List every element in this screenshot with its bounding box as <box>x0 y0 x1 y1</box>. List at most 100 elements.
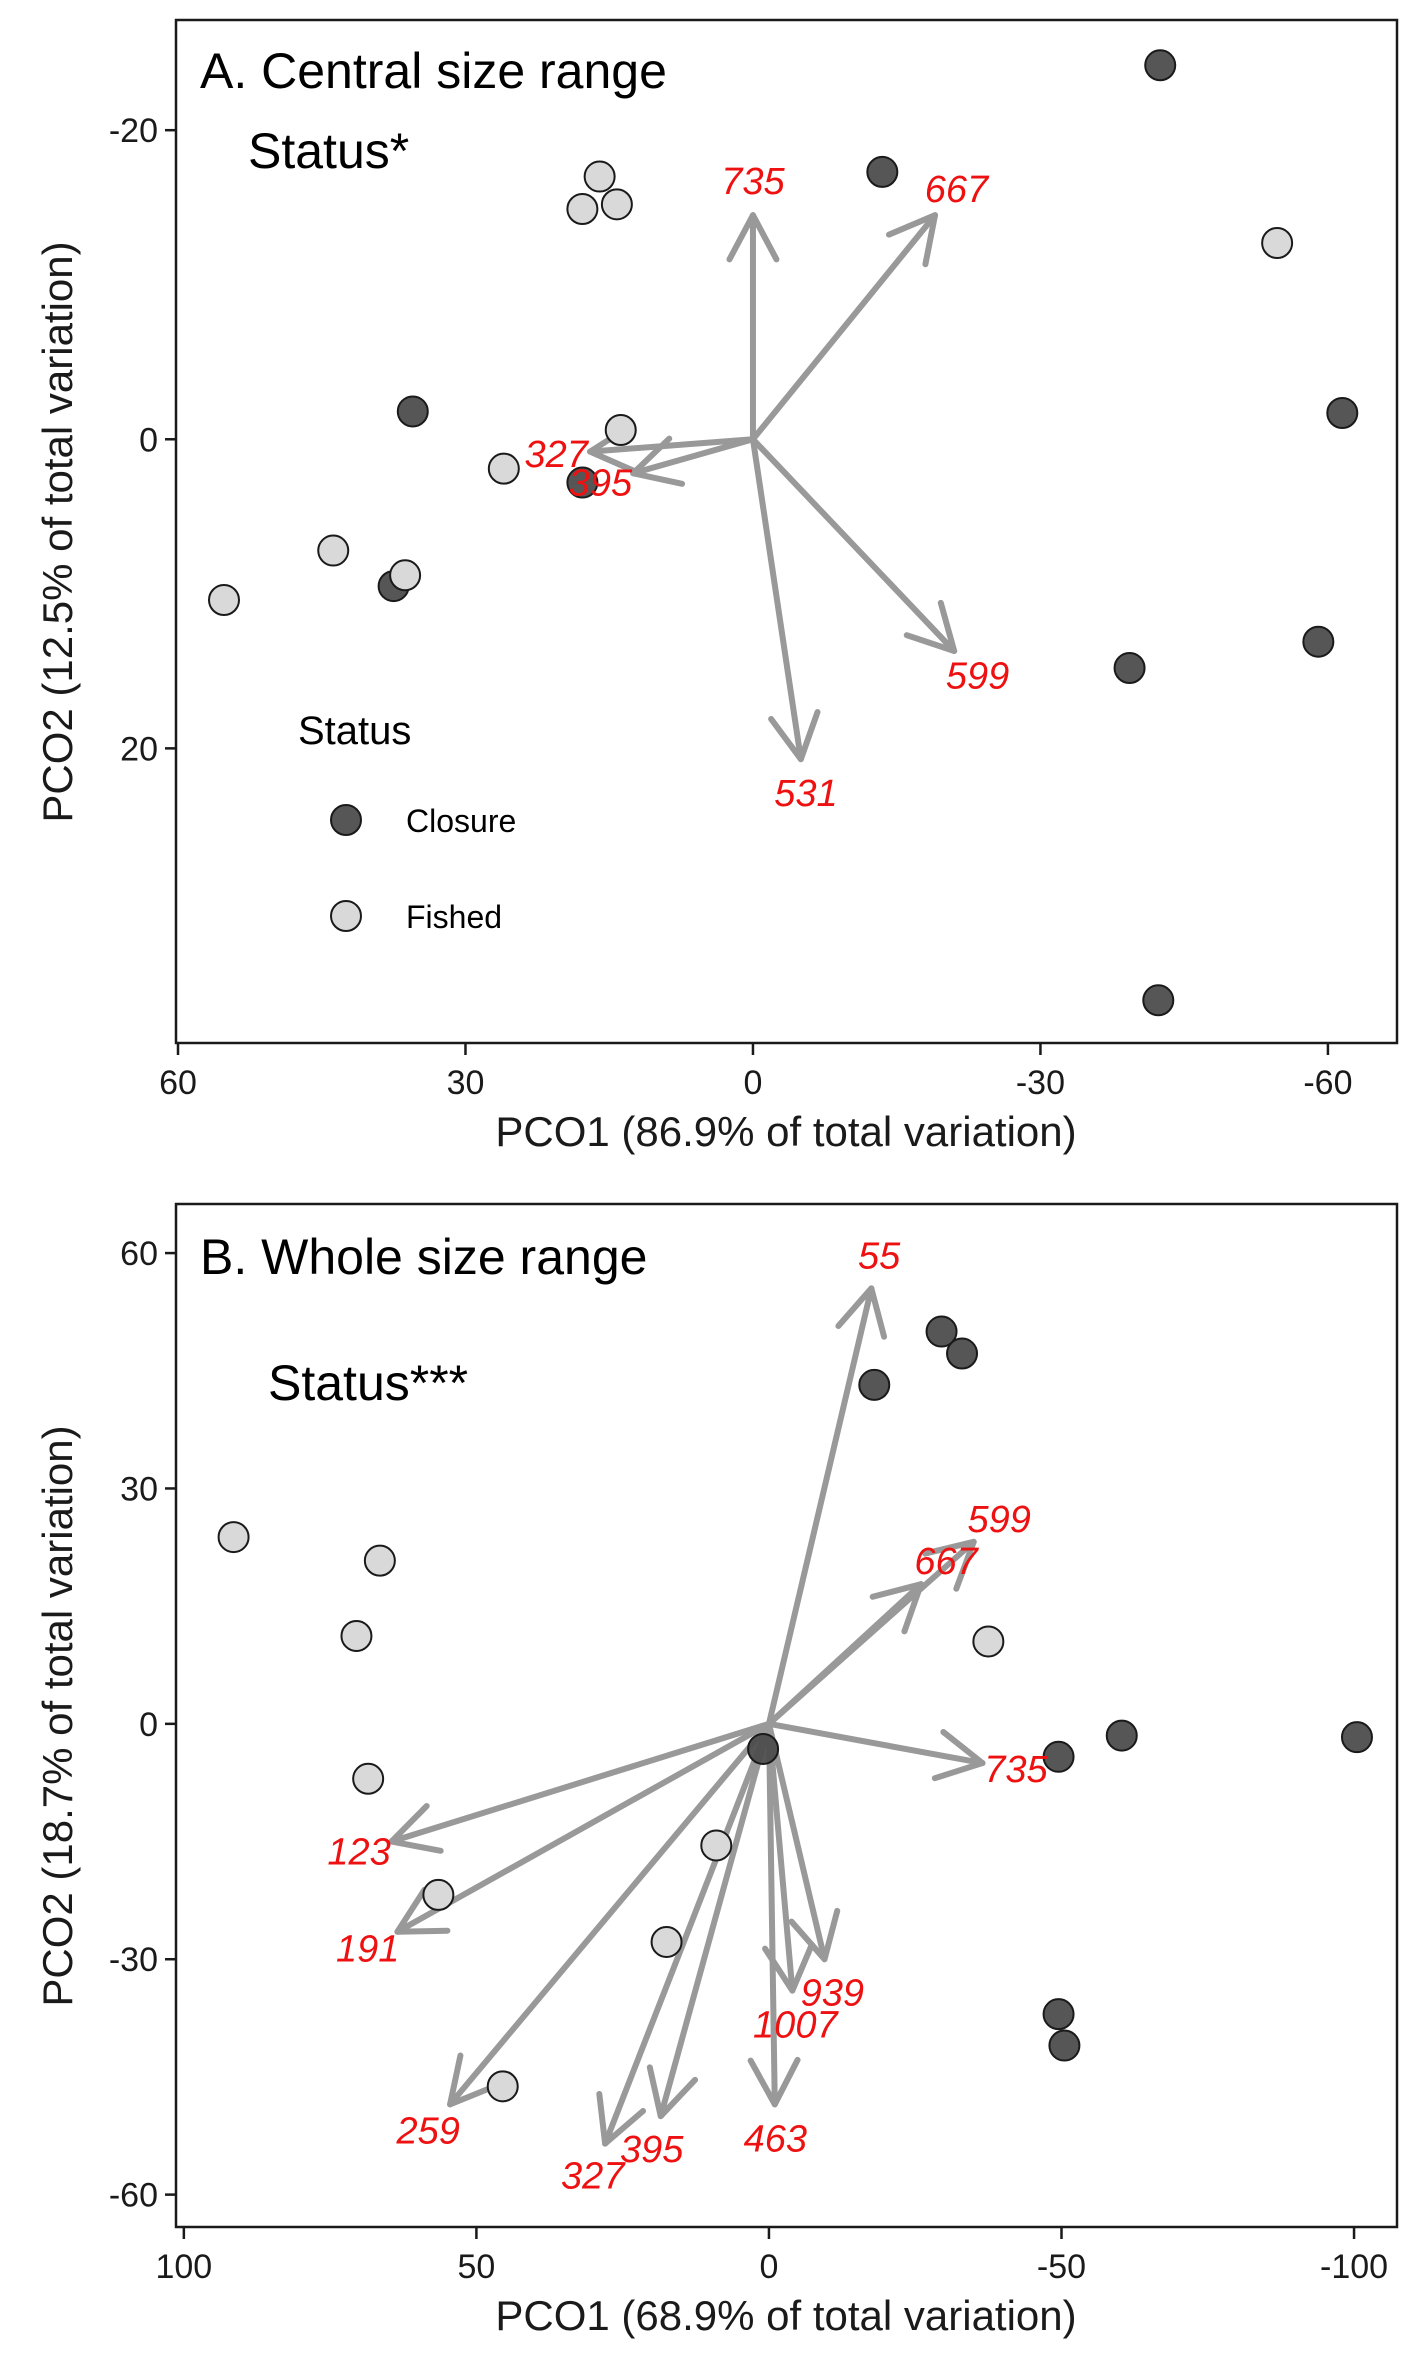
vector-shaft-463 <box>765 1720 778 2108</box>
point-fished <box>486 2070 519 2103</box>
point-closure <box>946 1337 979 1370</box>
vector-arrow-395 <box>630 435 756 487</box>
panel-a-title: A. Central size range <box>200 43 667 99</box>
panel-b-points <box>217 1315 1373 2103</box>
legend-fished-label: Fished <box>406 899 502 935</box>
legend-title: Status <box>298 709 411 753</box>
panel-b-vectors <box>388 1285 986 2147</box>
panel-a-ylabel: PCO2 (12.5% of total variation) <box>34 241 81 822</box>
point-closure <box>1326 397 1359 429</box>
vector-arrow-55 <box>765 1285 888 1727</box>
vector-arrow-327 <box>596 1720 772 2147</box>
panel-a-vectors <box>587 212 958 763</box>
vector-head-667 <box>869 1581 925 1635</box>
point-closure <box>1105 1719 1138 1752</box>
vector-head-395 <box>646 2064 699 2120</box>
vector-label-55: 55 <box>858 1235 901 1277</box>
vector-shaft-939 <box>765 1720 828 1963</box>
point-fished <box>604 414 637 446</box>
vector-label-1007: 1007 <box>753 2004 839 2046</box>
vector-shaft-599 <box>749 436 958 654</box>
vector-head-395 <box>630 435 686 487</box>
y-tick-label: 0 <box>139 1706 158 1744</box>
vector-head-123 <box>388 1802 444 1854</box>
point-closure <box>866 155 899 188</box>
panel-a-frame <box>174 18 1399 1045</box>
x-tick-label: -60 <box>1303 1064 1352 1102</box>
vector-shaft-531 <box>749 436 804 763</box>
vector-arrow-191 <box>394 1720 772 1935</box>
point-fished <box>487 452 520 485</box>
vector-arrow-735 <box>726 212 780 443</box>
vector-shaft-55 <box>765 1285 875 1727</box>
panel-b-ticks: 100 50 0 -50 -100 60 30 0 -30 -60 <box>109 1235 1388 2286</box>
vector-arrow-939 <box>765 1720 841 1963</box>
vector-arrow-531 <box>749 436 821 763</box>
point-fished <box>217 1521 250 1554</box>
vector-head-599 <box>922 1538 977 1592</box>
y-tick-label: 60 <box>120 1235 158 1273</box>
x-tick-label: 0 <box>759 2248 778 2286</box>
vector-head-531 <box>768 709 821 763</box>
vector-label-395: 395 <box>620 2129 684 2171</box>
point-fished <box>700 1829 733 1862</box>
vector-shaft-395 <box>657 1720 772 2120</box>
x-tick-label: 30 <box>447 1064 485 1102</box>
point-fished <box>363 1544 396 1577</box>
point-closure <box>1042 1998 1075 2031</box>
panel-a-ticks: 60 30 0 -30 -60 -20 0 20 <box>109 112 1353 1102</box>
point-closure <box>1048 2029 1081 2062</box>
x-tick-label: -100 <box>1320 2248 1388 2286</box>
vector-shaft-395 <box>630 436 756 477</box>
y-tick-label: -30 <box>109 1941 158 1979</box>
vector-label-531: 531 <box>774 773 837 815</box>
vector-arrow-1007 <box>762 1720 815 1994</box>
point-closure <box>858 1368 891 1401</box>
vector-head-939 <box>788 1907 841 1963</box>
point-closure <box>1340 1721 1373 1754</box>
vector-head-191 <box>394 1886 451 1935</box>
point-closure <box>1142 984 1175 1017</box>
point-fished <box>600 188 633 221</box>
y-tick-label: 30 <box>120 1470 158 1508</box>
vector-label-395: 395 <box>569 463 633 505</box>
vector-label-191: 191 <box>336 1928 399 1970</box>
point-closure <box>396 395 429 428</box>
vector-label-667: 667 <box>925 169 990 211</box>
vector-label-735: 735 <box>984 1749 1048 1791</box>
y-tick-label: -60 <box>109 2177 158 2215</box>
panel-a-points <box>207 49 1359 1017</box>
legend-closure-label: Closure <box>406 803 516 839</box>
point-fished <box>389 559 422 592</box>
vector-arrow-667 <box>765 1581 925 1727</box>
vector-arrow-123 <box>388 1720 772 1854</box>
vector-arrow-395 <box>646 1720 772 2120</box>
x-tick-label: 0 <box>743 1064 762 1102</box>
vector-head-55 <box>835 1285 888 1340</box>
panel-a-xlabel: PCO1 (86.9% of total variation) <box>495 1108 1076 1155</box>
vector-shaft-1007 <box>765 1720 796 1994</box>
point-fished <box>650 1925 683 1958</box>
vector-head-735 <box>931 1729 986 1782</box>
vector-shaft-667 <box>765 1581 925 1727</box>
vector-label-123: 123 <box>327 1832 390 1874</box>
vector-shaft-327 <box>602 1720 772 2147</box>
vector-head-667 <box>885 212 939 268</box>
x-tick-label: -50 <box>1037 2248 1086 2286</box>
point-closure <box>1042 1740 1075 1773</box>
point-fished <box>583 160 616 193</box>
vector-head-463 <box>747 2056 801 2108</box>
panel-b-frame <box>174 1202 1399 2229</box>
point-fished <box>566 193 599 225</box>
vector-label-667: 667 <box>914 1541 979 1583</box>
vector-label-939: 939 <box>801 1972 864 2014</box>
vector-head-735 <box>726 212 780 263</box>
point-fished <box>340 1619 373 1652</box>
y-tick-label: 20 <box>120 730 158 768</box>
point-fished <box>972 1625 1005 1658</box>
point-fished <box>207 584 240 616</box>
vector-shaft-735 <box>765 1720 986 1767</box>
point-closure <box>1113 652 1146 684</box>
